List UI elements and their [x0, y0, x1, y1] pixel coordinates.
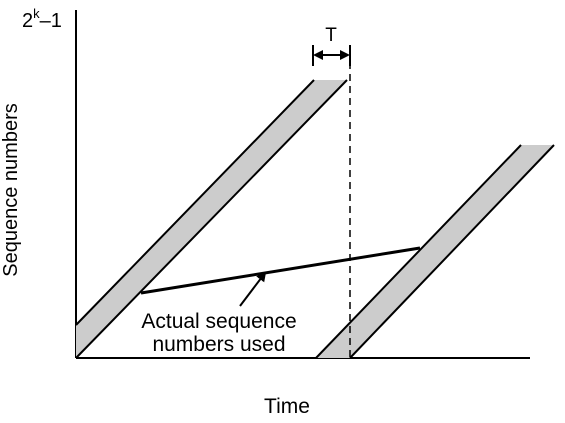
y-max-label: 2k–1: [22, 6, 62, 32]
first-band-right-edge: [75, 79, 348, 359]
y-max-label-tail: –1: [40, 10, 62, 32]
second-band-right-edge: [349, 144, 555, 359]
second-sequence-band: [316, 145, 554, 358]
x-axis-label: Time: [264, 395, 310, 418]
y-max-label-base: 2: [22, 10, 33, 32]
y-max-label-exponent: k: [33, 6, 40, 21]
annotation-line-1: Actual sequence: [141, 310, 296, 333]
first-band-left-edge: [75, 79, 315, 326]
interval-right-arrowhead: [340, 50, 350, 60]
interval-left-arrowhead: [313, 50, 323, 60]
annotation-arrow: [239, 271, 267, 307]
interval-label: T: [325, 25, 337, 46]
y-axis-label: Sequence numbers: [0, 103, 22, 276]
actual-sequence-line: [140, 246, 421, 295]
second-band-left-edge: [315, 144, 522, 359]
annotation-line-2: numbers used: [152, 333, 285, 356]
